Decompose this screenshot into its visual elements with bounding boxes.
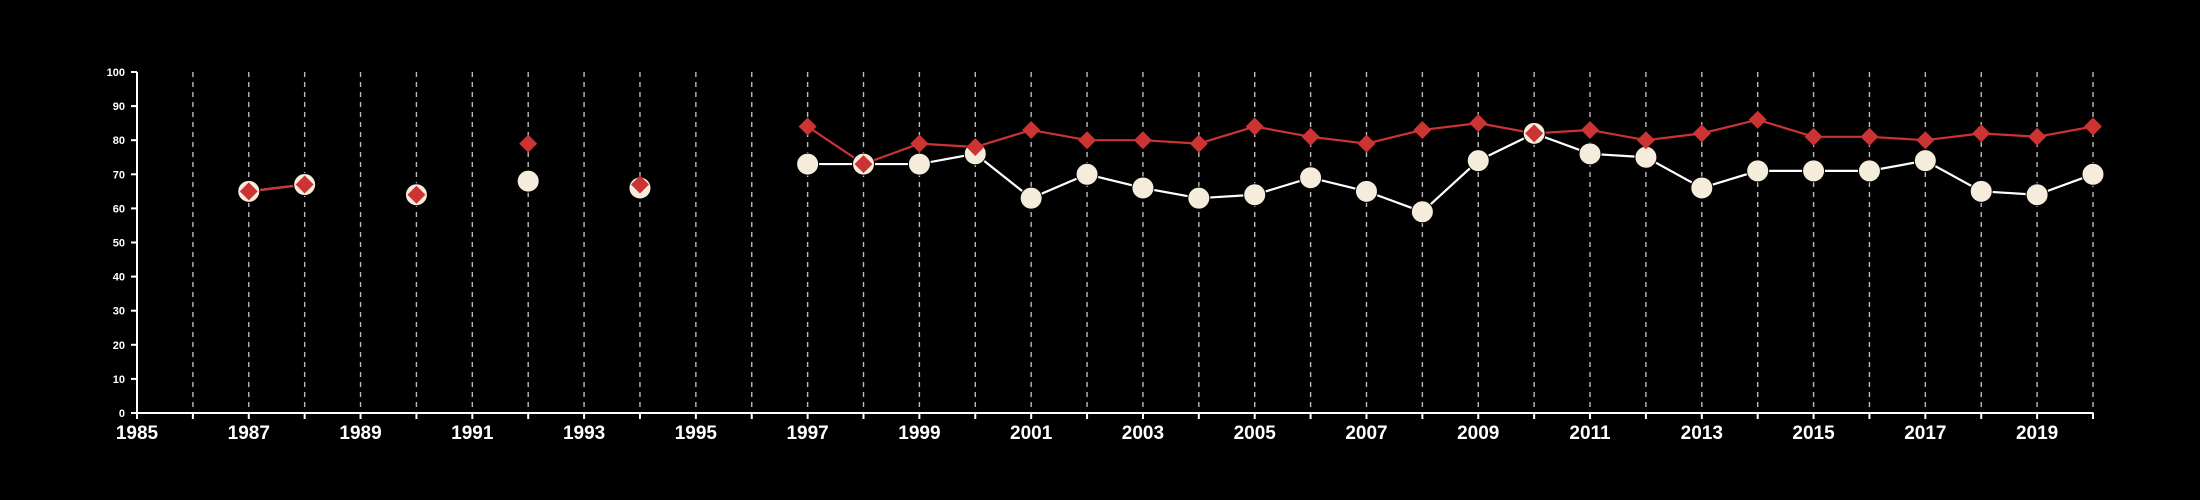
axes bbox=[131, 71, 2094, 419]
series-0-point-1992 bbox=[516, 169, 540, 193]
x-tick-label-1995: 1995 bbox=[675, 423, 718, 444]
x-tick-label-2001: 2001 bbox=[1010, 423, 1053, 444]
series-1-point-2000 bbox=[966, 138, 985, 157]
series-1-point-2008 bbox=[1413, 120, 1432, 139]
y-tick-label-90: 90 bbox=[113, 101, 125, 113]
series-1-point-2020 bbox=[2084, 117, 2102, 136]
x-tick-label-2009: 2009 bbox=[1457, 423, 1499, 444]
x-tick-label-1987: 1987 bbox=[228, 423, 270, 444]
y-tick-label-20: 20 bbox=[113, 340, 125, 352]
x-tick-label-1989: 1989 bbox=[339, 423, 381, 444]
series-0-point-2007 bbox=[1354, 179, 1378, 203]
y-tick-label-40: 40 bbox=[113, 272, 125, 284]
series-1-point-2005 bbox=[1245, 117, 1264, 136]
series-0-point-2011 bbox=[1578, 142, 1602, 166]
series-0-point-2005 bbox=[1243, 183, 1267, 207]
series-1-point-1998 bbox=[854, 155, 873, 174]
y-tick-label-70: 70 bbox=[113, 169, 125, 181]
x-tick-label-1993: 1993 bbox=[563, 423, 605, 444]
x-tick-label-2017: 2017 bbox=[1904, 423, 1946, 444]
series-0-point-2008 bbox=[1410, 200, 1434, 224]
series-1-line-segment-1 bbox=[807, 118, 2094, 166]
series-1-point-2004 bbox=[1189, 134, 1208, 153]
series-1-point-1992 bbox=[519, 134, 538, 153]
series-0-point-2020 bbox=[2081, 162, 2105, 186]
series-1-point-2019 bbox=[2028, 127, 2047, 146]
series-1-point-2002 bbox=[1078, 131, 1097, 150]
x-tick-labels: 1985 1987 1989 1991 1993 1995 1997 1999 2001 2003… bbox=[116, 423, 2058, 444]
vertical-gridlines bbox=[192, 72, 2094, 413]
x-tick-label-1997: 1997 bbox=[786, 423, 828, 444]
series-1-point-1990 bbox=[407, 185, 426, 204]
series-0-point-2012 bbox=[1634, 145, 1658, 169]
x-tick-label-2015: 2015 bbox=[1792, 423, 1835, 444]
series-1-point-2018 bbox=[1972, 124, 1991, 143]
series-0-point-2016 bbox=[1857, 159, 1881, 183]
series-1-point-1997 bbox=[798, 117, 817, 136]
y-tick-label-60: 60 bbox=[113, 203, 125, 215]
series-1-point-2015 bbox=[1804, 127, 1823, 146]
series-0-point-2015 bbox=[1802, 159, 1826, 183]
series-0-point-2002 bbox=[1075, 162, 1099, 186]
x-tick-label-2003: 2003 bbox=[1122, 423, 1164, 444]
y-tick-label-0: 0 bbox=[119, 408, 125, 420]
x-tick-label-2013: 2013 bbox=[1681, 423, 1723, 444]
y-tick-label-50: 50 bbox=[113, 238, 125, 250]
series-1-point-2009 bbox=[1469, 114, 1488, 133]
series-1-point-2006 bbox=[1301, 127, 1320, 146]
x-tick-label-2005: 2005 bbox=[1234, 423, 1277, 444]
series-0-point-2014 bbox=[1746, 159, 1770, 183]
series-0-point-2018 bbox=[1969, 179, 1993, 203]
x-tick-label-2019: 2019 bbox=[2016, 423, 2058, 444]
series-1-point-1999 bbox=[910, 134, 929, 153]
series-1-point-2014 bbox=[1748, 110, 1767, 129]
x-tick-label-2007: 2007 bbox=[1345, 423, 1387, 444]
y-tick-label-80: 80 bbox=[113, 135, 125, 147]
series-1-point-2017 bbox=[1916, 131, 1935, 150]
series-0-point-2004 bbox=[1187, 186, 1211, 210]
series-0-point-2009 bbox=[1466, 149, 1490, 173]
y-tick-label-100: 100 bbox=[107, 67, 125, 79]
y-tick-label-10: 10 bbox=[113, 374, 125, 386]
x-tick-label-1985: 1985 bbox=[116, 423, 159, 444]
series-0-point-2003 bbox=[1131, 176, 1155, 200]
x-tick-label-1991: 1991 bbox=[451, 423, 494, 444]
series-0-point-2013 bbox=[1690, 176, 1714, 200]
y-tick-labels: 0 10 20 30 40 50 60 70 80 90 100 bbox=[107, 67, 125, 420]
series-1-point-1994 bbox=[630, 175, 649, 194]
series-0-point-2017 bbox=[1913, 149, 1937, 173]
series-1-point-2013 bbox=[1692, 124, 1711, 143]
series-1-point-2003 bbox=[1133, 131, 1152, 150]
series-1-point-1988 bbox=[295, 175, 314, 194]
series-1-point-2007 bbox=[1357, 134, 1376, 153]
series-1-point-2011 bbox=[1581, 120, 1600, 139]
series-1-point-2016 bbox=[1860, 127, 1879, 146]
y-tick-label-30: 30 bbox=[113, 306, 125, 318]
series-1-point-1987 bbox=[239, 182, 258, 201]
series-1-point-2001 bbox=[1022, 120, 1041, 139]
series-0-point-2006 bbox=[1299, 166, 1323, 190]
series-1-point-2012 bbox=[1636, 131, 1655, 150]
series-0-point-1999 bbox=[907, 152, 931, 176]
series-0-point-2019 bbox=[2025, 183, 2049, 207]
series-0-point-1997 bbox=[796, 152, 820, 176]
series-markers bbox=[237, 110, 2105, 224]
x-tick-label-2011: 2011 bbox=[1569, 423, 1611, 444]
series-0-point-2001 bbox=[1019, 186, 1043, 210]
x-tick-label-1999: 1999 bbox=[898, 423, 940, 444]
series-1-point-2010 bbox=[1525, 124, 1544, 143]
